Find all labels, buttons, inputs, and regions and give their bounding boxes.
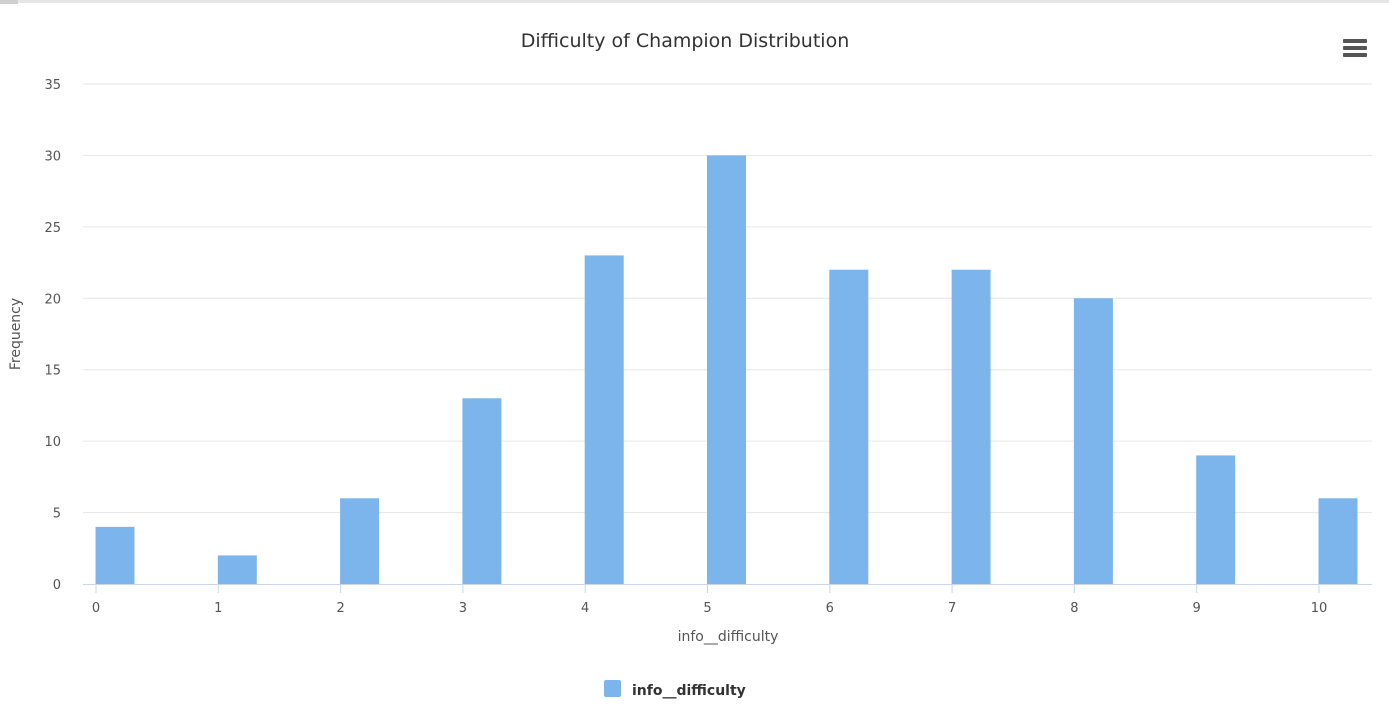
window-top-tab xyxy=(0,0,18,4)
y-tick-label: 35 xyxy=(44,78,61,93)
hamburger-menu-icon xyxy=(1343,53,1367,57)
x-tick-label: 6 xyxy=(826,601,834,616)
y-tick-label: 0 xyxy=(53,578,61,593)
bar[interactable] xyxy=(1196,455,1236,584)
x-tick-label: 8 xyxy=(1070,601,1078,616)
x-tick-label: 3 xyxy=(459,601,467,616)
x-tick-label: 2 xyxy=(336,601,344,616)
x-tick-label: 7 xyxy=(948,601,956,616)
y-tick-label: 30 xyxy=(44,149,61,164)
y-axis-ticks: 0 5 10 15 20 25 30 35 xyxy=(44,78,61,593)
y-tick-label: 20 xyxy=(44,292,61,307)
y-tick-label: 25 xyxy=(44,221,61,236)
chart-menu-button[interactable] xyxy=(1338,34,1372,64)
x-tick-label: 0 xyxy=(92,601,100,616)
bar[interactable] xyxy=(1073,298,1113,584)
x-tick-label: 9 xyxy=(1193,601,1201,616)
y-tick-label: 10 xyxy=(44,435,61,450)
bar[interactable] xyxy=(1318,498,1358,584)
bar[interactable] xyxy=(707,155,746,584)
bar[interactable] xyxy=(584,255,624,584)
x-tick-label: 4 xyxy=(581,601,589,616)
bar[interactable] xyxy=(340,498,380,584)
hamburger-menu-icon xyxy=(1343,46,1367,50)
bar[interactable] xyxy=(217,555,257,584)
legend[interactable]: info__difficulty xyxy=(604,680,746,699)
bar[interactable] xyxy=(95,526,135,584)
x-axis: 0 1 2 3 4 5 6 7 8 9 10 xyxy=(83,584,1372,616)
bar[interactable] xyxy=(951,269,991,584)
bar[interactable] xyxy=(829,269,869,584)
y-axis-title: Frequency xyxy=(8,298,24,370)
bars xyxy=(95,155,1358,584)
chart-title: Difficulty of Champion Distribution xyxy=(521,30,849,52)
y-tick-label: 15 xyxy=(44,364,61,379)
x-tick-label: 5 xyxy=(703,601,711,616)
y-tick-label: 5 xyxy=(53,507,61,522)
legend-swatch xyxy=(604,680,621,697)
x-tick-label: 10 xyxy=(1311,601,1328,616)
bar[interactable] xyxy=(462,398,502,584)
window-top-bar xyxy=(0,0,1389,4)
legend-label[interactable]: info__difficulty xyxy=(632,683,746,699)
x-tick-label: 1 xyxy=(214,601,222,616)
x-axis-title: info__difficulty xyxy=(678,629,779,645)
hamburger-menu-icon xyxy=(1343,39,1367,43)
